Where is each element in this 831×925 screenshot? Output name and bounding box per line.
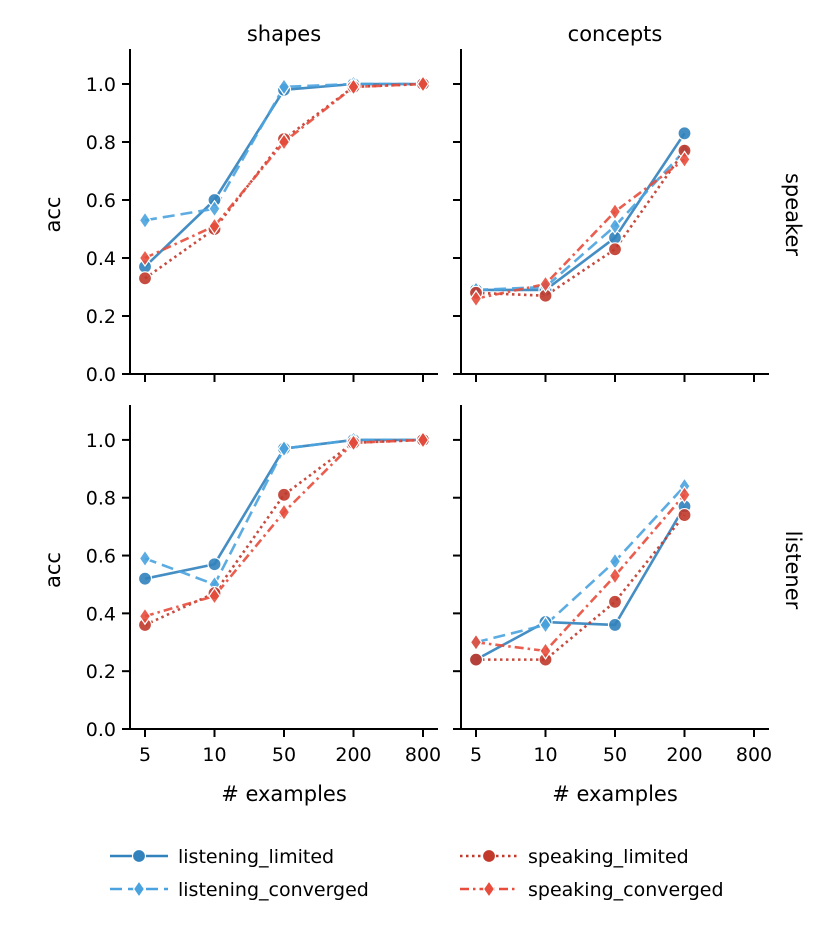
y-tick-label: 0.4: [86, 248, 116, 270]
y-tick-label: 0.0: [86, 364, 116, 386]
legend-marker: [481, 848, 497, 864]
x-tick-label: 5: [470, 744, 482, 766]
data-point-speaking_converged: [277, 132, 291, 152]
y-tick-label: 0.6: [86, 190, 116, 212]
data-point-speaking_converged: [416, 74, 430, 94]
y-tick-label: 0.2: [86, 306, 116, 328]
data-point-listening_limited: [677, 126, 692, 141]
legend-label: listening_converged: [178, 879, 369, 901]
data-point-speaking_converged: [277, 503, 291, 522]
column-title-concepts: concepts: [568, 22, 663, 46]
data-point-speaking_converged: [469, 289, 483, 308]
data-point-speaking_limited: [137, 271, 153, 286]
y-tick-label: 0.6: [86, 546, 116, 568]
data-point-speaking_converged: [539, 275, 552, 294]
legend-label: speaking_converged: [528, 879, 724, 901]
x-axis-label: # examples: [221, 782, 347, 806]
y-tick-label: 1.0: [86, 74, 116, 96]
legend-item-listening_limited: listening_limited: [110, 846, 334, 868]
legend-marker: [132, 879, 146, 899]
x-tick-label: 200: [335, 744, 371, 766]
data-point-listening_converged: [277, 439, 291, 458]
data-point-speaking_limited: [607, 594, 623, 609]
y-tick-label: 0.8: [86, 488, 116, 510]
data-point-listening_limited: [137, 571, 153, 586]
series-line-speaking_converged: [144, 82, 424, 260]
legend-label: listening_limited: [178, 846, 334, 868]
data-point-speaking_limited: [677, 507, 692, 523]
legend-marker: [482, 879, 496, 899]
data-point-speaking_limited: [607, 242, 623, 257]
data-point-listening_converged: [277, 77, 291, 96]
data-point-listening_converged: [539, 615, 552, 634]
legend-label: speaking_limited: [528, 846, 689, 868]
x-tick-label: 800: [736, 744, 772, 766]
series-line-listening_converged: [475, 485, 686, 644]
x-tick-label: 800: [405, 744, 441, 766]
row-title-speaker: speaker: [781, 173, 805, 256]
column-title-shapes: shapes: [247, 22, 321, 46]
legend-item-speaking_limited: speaking_limited: [460, 846, 689, 868]
y-tick-label: 0.0: [86, 719, 116, 741]
x-tick-label: 50: [603, 744, 627, 766]
data-point-listening_converged: [138, 211, 152, 230]
data-point-speaking_converged: [608, 202, 622, 221]
data-point-listening_converged: [608, 217, 622, 236]
data-point-speaking_converged: [347, 433, 360, 452]
data-point-speaking_converged: [469, 633, 483, 652]
y-tick-label: 0.4: [86, 603, 116, 625]
series-line-speaking_converged: [144, 438, 424, 618]
series-line-speaking_converged: [475, 493, 686, 653]
panel-shapes-listener: [122, 405, 438, 737]
data-point-speaking_converged: [138, 248, 152, 268]
data-point-speaking_converged: [138, 607, 152, 626]
y-axis-label: acc: [41, 552, 65, 588]
panel-concepts-speaker: [453, 49, 769, 382]
x-tick-label: 10: [202, 744, 226, 766]
data-point-speaking_converged: [347, 77, 360, 96]
series-line-speaking_limited: [476, 514, 686, 661]
series-line-listening_limited: [476, 132, 686, 292]
series-line-speaking_limited: [475, 149, 686, 298]
y-tick-label: 0.8: [86, 132, 116, 154]
legend-marker: [131, 848, 147, 864]
data-point-listening_limited: [207, 557, 222, 572]
data-point-speaking_limited: [468, 652, 484, 667]
x-tick-label: 10: [533, 744, 557, 766]
data-point-speaking_converged: [608, 566, 622, 585]
x-axis-label: # examples: [552, 782, 678, 806]
y-axis-label: acc: [41, 197, 65, 233]
data-point-speaking_converged: [208, 217, 221, 236]
y-tick-label: 0.2: [86, 661, 116, 683]
data-point-speaking_converged: [678, 485, 691, 504]
data-point-speaking_converged: [416, 430, 430, 449]
series-line-listening_converged: [144, 82, 423, 222]
data-point-speaking_converged: [539, 641, 552, 661]
data-point-speaking_converged: [208, 586, 221, 606]
data-point-listening_converged: [208, 199, 221, 218]
data-point-listening_limited: [607, 617, 623, 633]
row-title-listener: listener: [781, 531, 805, 610]
x-tick-label: 50: [272, 744, 296, 766]
y-tick-label: 1.0: [86, 430, 116, 452]
series-line-speaking_converged: [475, 158, 686, 300]
data-point-speaking_converged: [678, 150, 691, 169]
legend-item-listening_converged: listening_converged: [110, 879, 369, 901]
panel-shapes-speaker: [122, 49, 438, 382]
series-line-listening_limited: [475, 505, 686, 661]
series-line-speaking_limited: [144, 82, 424, 280]
panel-concepts-listener: [453, 405, 769, 737]
data-point-listening_converged: [138, 549, 152, 568]
x-tick-label: 200: [666, 744, 702, 766]
series-line-listening_converged: [475, 149, 686, 292]
x-tick-label: 5: [139, 744, 151, 766]
legend-item-speaking_converged: speaking_converged: [460, 879, 724, 901]
data-point-speaking_limited: [276, 487, 292, 502]
series-line-speaking_limited: [144, 438, 424, 627]
